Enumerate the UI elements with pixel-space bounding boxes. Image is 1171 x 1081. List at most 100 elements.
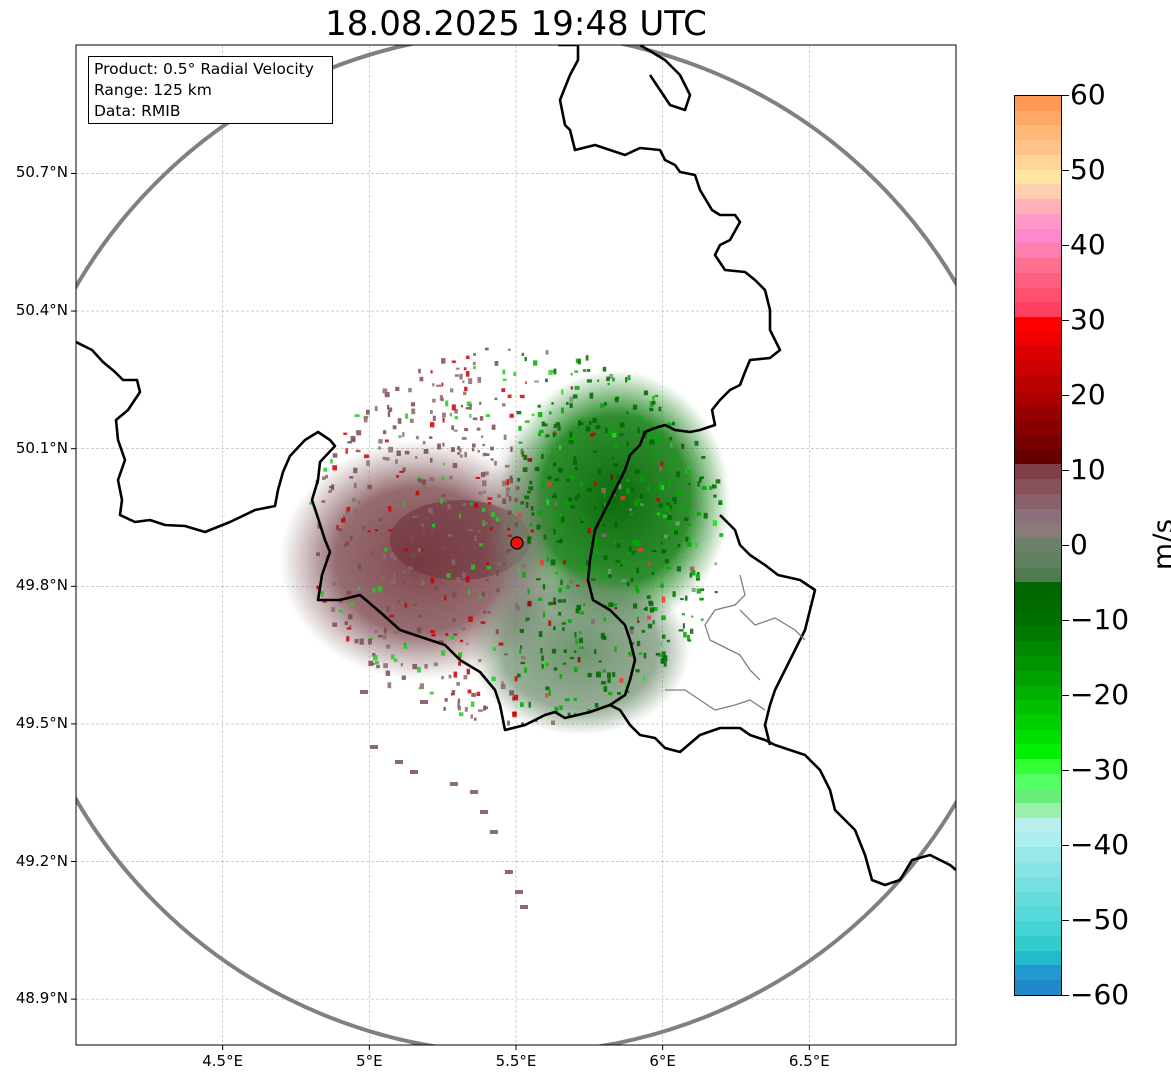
echo-pixel	[617, 692, 621, 695]
echo-pixel	[466, 355, 470, 360]
echo-pixel	[602, 669, 606, 673]
echo-pixel	[417, 476, 421, 481]
echo-pixel	[570, 505, 575, 509]
echo-pixel	[630, 487, 635, 491]
echo-pixel	[336, 525, 339, 530]
radar-site-marker[interactable]	[510, 536, 524, 550]
echo-pixel	[495, 629, 499, 635]
colorbar-cell	[1015, 744, 1061, 760]
echo-pixel	[449, 635, 455, 640]
echo-pixel	[541, 421, 545, 427]
echo-pixel	[431, 527, 435, 531]
echo-pixel	[430, 422, 435, 428]
colorbar-cell	[1015, 228, 1061, 244]
echo-pixel	[450, 782, 458, 786]
colorbar-tick-label: 20	[1070, 378, 1106, 411]
echo-pixel	[354, 414, 360, 418]
echo-pixel	[564, 698, 570, 702]
echo-pixel	[598, 660, 602, 663]
echo-pixel	[505, 464, 510, 468]
echo-pixel	[696, 578, 700, 581]
echo-pixel	[419, 683, 424, 690]
echo-pixel	[643, 608, 648, 611]
echo-pixel	[332, 465, 337, 471]
echo-pixel	[394, 658, 398, 662]
echo-pixel	[626, 441, 629, 447]
echo-pixel	[527, 588, 530, 595]
echo-pixel	[576, 584, 580, 587]
echo-pixel	[427, 507, 433, 513]
echo-pixel	[430, 370, 433, 374]
echo-pixel	[385, 670, 390, 676]
echo-pixel	[482, 480, 487, 487]
echo-pixel	[635, 585, 639, 591]
echo-pixel	[649, 401, 655, 407]
echo-pixel	[602, 524, 606, 527]
echo-pixel	[496, 570, 500, 576]
echo-pixel	[572, 542, 574, 547]
echo-pixel	[687, 523, 691, 527]
echo-pixel	[454, 374, 459, 377]
echo-pixel	[696, 511, 702, 516]
echo-pixel	[695, 573, 700, 580]
echo-pixel	[659, 481, 663, 484]
colorbar-tick	[1062, 245, 1069, 246]
echo-pixel	[484, 471, 489, 476]
echo-pixel	[384, 457, 390, 461]
echo-pixel	[430, 410, 433, 415]
echo-pixel	[567, 664, 571, 668]
colorbar-cell	[1015, 655, 1061, 671]
echo-pixel	[374, 661, 379, 665]
echo-pixel	[509, 549, 512, 551]
echo-pixel	[343, 515, 346, 521]
echo-pixel	[651, 550, 657, 552]
echo-pixel	[635, 669, 640, 673]
echo-pixel	[662, 514, 668, 518]
echo-pixel	[502, 369, 506, 375]
colorbar-tick-label: 60	[1070, 78, 1106, 111]
echo-pixel	[447, 534, 453, 537]
echo-pixel	[655, 652, 661, 656]
echo-pixel	[376, 664, 380, 669]
echo-pixel	[547, 482, 552, 487]
echo-pixel	[484, 453, 490, 456]
echo-pixel	[417, 666, 421, 673]
echo-pixel	[468, 403, 473, 410]
echo-pixel	[331, 484, 335, 491]
echo-pixel	[459, 448, 462, 453]
echo-pixel	[422, 440, 426, 445]
border-france-belgium-west	[76, 340, 956, 887]
echo-pixel	[353, 569, 358, 572]
echo-pixel	[594, 649, 597, 655]
echo-pixel	[594, 547, 598, 554]
echo-pixel	[561, 389, 564, 395]
echo-pixel	[384, 506, 389, 510]
echo-pixel	[564, 438, 569, 441]
echo-pixel	[633, 603, 638, 609]
lat-tick-label: 50.7°N	[15, 163, 68, 182]
echo-pixel	[482, 521, 488, 525]
echo-pixel	[524, 667, 527, 673]
echo-pixel	[419, 376, 424, 382]
echo-pixel	[479, 543, 484, 547]
echo-pixel	[373, 655, 378, 661]
echo-pixel	[378, 439, 383, 444]
echo-pixel	[517, 478, 521, 482]
colorbar-tick	[1062, 995, 1069, 996]
echo-pixel	[436, 384, 441, 387]
echo-pixel	[604, 502, 607, 508]
echo-pixel	[663, 534, 669, 539]
echo-pixel	[562, 559, 567, 565]
echo-pixel	[538, 432, 542, 437]
echo-pixel	[462, 572, 466, 579]
colorbar-cell	[1015, 700, 1061, 715]
echo-pixel	[495, 516, 500, 522]
echo-pixel	[569, 396, 574, 402]
echo-pixel	[573, 650, 577, 653]
echo-pixel	[658, 654, 664, 657]
echo-pixel	[453, 633, 458, 636]
colorbar-cell	[1015, 582, 1061, 597]
echo-pixel	[505, 548, 508, 551]
echo-pixel	[584, 580, 588, 583]
